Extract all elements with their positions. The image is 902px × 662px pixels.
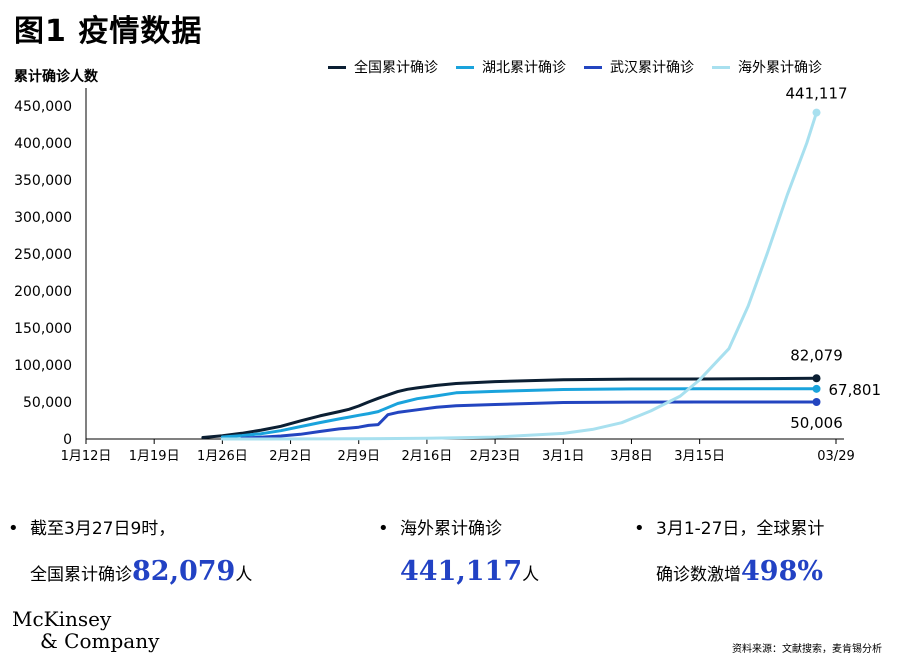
legend-item-overseas: 海外累计确诊 <box>712 58 822 76</box>
legend-swatch-hubei <box>456 65 474 69</box>
stat-global-value: 498% <box>741 556 824 588</box>
legend-item-hubei: 湖北累计确诊 <box>456 58 566 76</box>
bullet-icon: • <box>8 518 19 539</box>
chart-legend: 全国累计确诊 湖北累计确诊 武汉累计确诊 海外累计确诊 <box>328 58 888 76</box>
data-label-wuhan: 50,006 <box>790 414 843 432</box>
x-tick-label: 1月19日 <box>129 449 180 464</box>
x-tick-label: 2月23日 <box>470 449 521 464</box>
legend-item-national: 全国累计确诊 <box>328 58 438 76</box>
y-tick-label: 0 <box>63 432 72 448</box>
line-chart: 0 50,000 100,000 150,000 200,000 250,000 300,0… <box>14 85 882 464</box>
stat-overseas-value: 441,117 <box>400 556 523 588</box>
stat-overseas-suffix: 人 <box>522 565 540 586</box>
mckinsey-logo: McKinsey & Company <box>12 608 159 652</box>
y-axis-unit-label: 累计确诊人数 <box>14 69 98 85</box>
source-note: 资料来源：文献搜索，麦肯锡分析 <box>732 644 882 655</box>
legend-swatch-wuhan <box>584 65 602 69</box>
legend-label-hubei: 湖北累计确诊 <box>482 60 566 76</box>
series-line-wuhan <box>240 400 818 440</box>
stat-national-prefix: 全国累计确诊 <box>30 565 132 586</box>
y-tick-label: 450,000 <box>14 99 72 115</box>
y-tick-label: 350,000 <box>14 173 72 189</box>
data-label-overseas: 441,117 <box>786 85 848 103</box>
stat-national-value: 82,079 <box>132 556 236 588</box>
x-tick-label: 2月2日 <box>269 449 312 464</box>
y-tick-label: 50,000 <box>23 395 72 411</box>
series-end-point-overseas <box>812 108 821 117</box>
series-end-point-hubei <box>812 384 821 393</box>
y-tick-label: 100,000 <box>14 358 72 374</box>
x-tick-label: 1月26日 <box>197 449 248 464</box>
y-tick-label: 150,000 <box>14 321 72 337</box>
y-tick-label: 250,000 <box>14 247 72 263</box>
stat-overseas: • 海外累计确诊 441,117人 <box>378 512 539 597</box>
series-end-point-wuhan <box>812 397 821 406</box>
x-tick-label: 2月16日 <box>401 449 452 464</box>
legend-label-national: 全国累计确诊 <box>354 60 438 76</box>
logo-line2: & Company <box>40 629 160 653</box>
logo-line1: McKinsey <box>12 607 112 631</box>
x-tick-label: 03/29 <box>817 449 854 464</box>
stat-overseas-line1: 海外累计确诊 <box>400 519 502 539</box>
x-tick-label: 3月1日 <box>542 449 585 464</box>
series-end-point-national <box>812 374 821 383</box>
legend-swatch-overseas <box>712 65 730 69</box>
data-label-hubei: 67,801 <box>829 381 882 399</box>
x-tick-label: 1月12日 <box>61 449 112 464</box>
y-tick-label: 200,000 <box>14 284 72 300</box>
stat-global-line1: 3月1-27日，全球累计 <box>656 519 825 539</box>
stat-national-suffix: 人 <box>235 565 253 586</box>
data-label-national: 82,079 <box>790 346 843 364</box>
bullet-icon: • <box>634 518 645 539</box>
legend-item-wuhan: 武汉累计确诊 <box>584 58 694 76</box>
x-tick-label: 3月15日 <box>674 449 725 464</box>
stat-national-line1: 截至3月27日9时， <box>30 519 176 539</box>
series-line-overseas <box>220 111 818 441</box>
legend-swatch-national <box>328 65 346 69</box>
bullet-icon: • <box>378 518 389 539</box>
legend-label-wuhan: 武汉累计确诊 <box>610 60 694 76</box>
stat-global-growth: • 3月1-27日，全球累计 确诊数激增498% <box>634 512 824 597</box>
y-tick-label: 300,000 <box>14 210 72 226</box>
stat-global-prefix: 确诊数激增 <box>656 565 741 586</box>
y-tick-label: 400,000 <box>14 136 72 152</box>
stat-national: • 截至3月27日9时， 全国累计确诊82,079人 <box>8 512 252 597</box>
page-title: 图1 疫情数据 <box>14 14 203 49</box>
x-tick-label: 3月8日 <box>610 449 653 464</box>
legend-label-overseas: 海外累计确诊 <box>738 60 822 76</box>
series-line-hubei <box>220 387 818 439</box>
series-line-national <box>201 376 818 439</box>
x-tick-label: 2月9日 <box>337 449 380 464</box>
